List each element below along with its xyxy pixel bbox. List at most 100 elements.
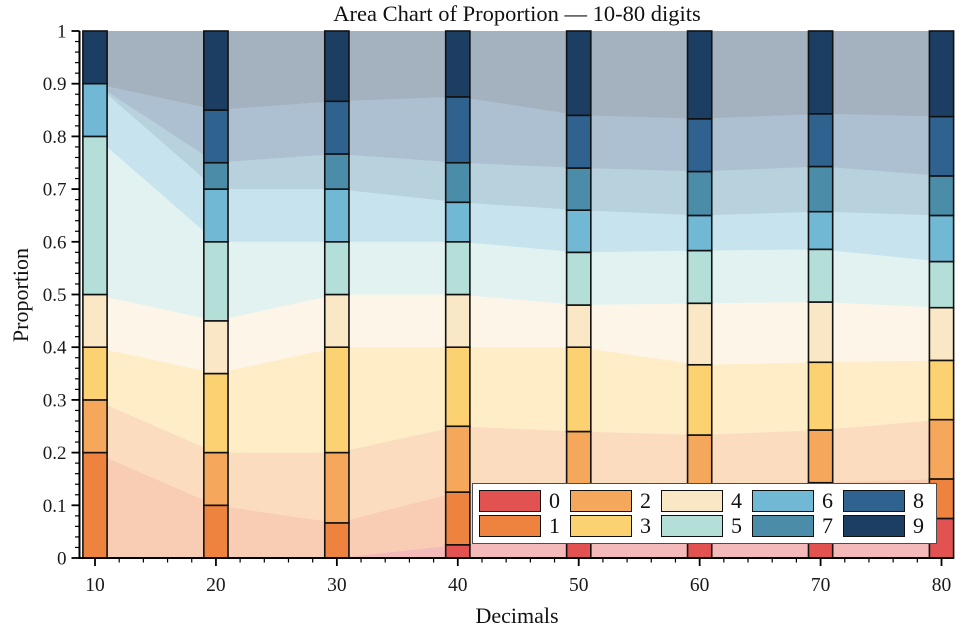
x-tick-label: 40 (448, 575, 468, 596)
bar-x50-digit-4 (565, 304, 592, 349)
legend-swatch-digit-8 (843, 489, 905, 512)
y-tick-label: 0.3 (43, 390, 67, 411)
legend-label-digit-2: 2 (640, 487, 651, 513)
bar-x20-digit-6 (203, 188, 229, 243)
y-tick-label: 0.5 (43, 285, 67, 306)
area-digit-4 (95, 294, 942, 374)
legend-item-digit-1: 1 (479, 514, 570, 540)
legend-swatch-digit-0 (479, 489, 541, 512)
legend-swatch-digit-2 (570, 489, 632, 512)
x-tick-label: 60 (690, 575, 710, 596)
bar-x70-digit-6 (807, 210, 834, 251)
legend-item-digit-8: 8 (843, 488, 934, 514)
bar-x60-digit-9 (686, 30, 713, 120)
bar-x10-digit-9 (82, 30, 108, 85)
area-digit-0 (95, 518, 942, 558)
bar-x30-digit-2 (323, 451, 350, 524)
legend-label-digit-3: 3 (640, 513, 651, 539)
bar-x50-digit-5 (565, 251, 592, 306)
legend-label-digit-0: 0 (549, 487, 560, 513)
bar-x60-digit-4 (686, 302, 713, 366)
legend-swatch-digit-5 (661, 515, 723, 538)
area-digit-8 (95, 83, 942, 176)
legend-label-digit-4: 4 (731, 487, 742, 513)
legend-swatch-digit-1 (479, 515, 541, 538)
legend-label-digit-1: 1 (549, 513, 560, 539)
bar-x10-digit-5 (82, 135, 108, 296)
legend-label-digit-8: 8 (913, 487, 924, 513)
y-tick-label: 0.1 (43, 496, 67, 517)
bar-x70-digit-7 (807, 165, 834, 213)
x-tick-label: 10 (85, 575, 105, 596)
legend-item-digit-6: 6 (752, 488, 843, 514)
legend-label-digit-9: 9 (913, 513, 924, 539)
bar-x70-digit-9 (807, 30, 834, 115)
bar-x70-digit-5 (807, 248, 834, 303)
bar-x80-digit-3 (928, 359, 955, 421)
bar-x20-digit-2 (203, 451, 229, 507)
legend-item-digit-2: 2 (570, 488, 661, 514)
legend-swatch-digit-4 (661, 489, 723, 512)
legend-item-digit-7: 7 (752, 514, 843, 540)
bar-x10-digit-4 (82, 293, 108, 349)
bar-x10-digit-6 (82, 82, 108, 138)
bar-x20-digit-4 (203, 320, 229, 375)
y-tick-label: 0.9 (43, 74, 67, 95)
bar-x20-digit-5 (203, 241, 229, 322)
bar-x10-digit-2 (82, 399, 108, 454)
bar-x50-digit-7 (565, 167, 592, 211)
bar-x20-digit-7 (203, 161, 229, 190)
y-tick-label: 0.2 (43, 443, 67, 464)
area-digit-7 (95, 83, 942, 216)
bar-x50-digit-8 (565, 114, 592, 169)
bar-x60-digit-6 (686, 214, 713, 252)
legend-item-digit-5: 5 (661, 514, 752, 540)
bar-x40-digit-5 (444, 241, 471, 296)
bar-x40-digit-4 (444, 293, 471, 349)
bar-x10-digit-3 (82, 346, 108, 401)
bar-x60-digit-5 (686, 249, 713, 305)
bar-x80-digit-5 (928, 260, 955, 309)
x-tick-label: 30 (327, 575, 347, 596)
bar-x30-digit-3 (323, 346, 350, 454)
bar-x40-digit-7 (444, 161, 471, 204)
legend-item-digit-0: 0 (479, 488, 570, 514)
areas-layer (95, 31, 942, 558)
bar-x40-digit-1 (444, 491, 471, 546)
bar-x30-digit-1 (323, 522, 350, 559)
legend-label-digit-6: 6 (822, 487, 833, 513)
y-tick-label: 0.7 (43, 180, 67, 201)
legend-label-digit-5: 5 (731, 513, 742, 539)
bar-x80-digit-2 (928, 418, 955, 480)
x-tick-label: 80 (932, 575, 952, 596)
y-tick-label: 0 (57, 549, 67, 570)
bar-x20-digit-8 (203, 109, 229, 164)
bar-x80-digit-6 (928, 214, 955, 263)
bar-x40-digit-2 (444, 425, 471, 493)
area-digit-9 (95, 31, 942, 119)
bar-x50-digit-3 (565, 346, 592, 433)
y-tick-label: 1 (57, 22, 67, 43)
bar-x80-digit-4 (928, 306, 955, 362)
bar-x30-digit-9 (323, 30, 350, 103)
bar-x40-digit-3 (444, 346, 471, 428)
area-digit-3 (95, 347, 942, 453)
legend-swatch-digit-6 (752, 489, 814, 512)
bar-x50-digit-9 (565, 30, 592, 117)
legend-item-digit-9: 9 (843, 514, 934, 540)
bar-x60-digit-2 (686, 434, 713, 489)
bar-x50-digit-6 (565, 209, 592, 254)
bar-x80-digit-7 (928, 175, 955, 217)
bar-x80-digit-9 (928, 30, 955, 118)
bar-x20-digit-3 (203, 372, 229, 454)
bar-x60-digit-7 (686, 170, 713, 217)
bar-x30-digit-6 (323, 188, 350, 243)
legend-item-digit-3: 3 (570, 514, 661, 540)
bar-x20-digit-1 (203, 504, 229, 559)
bar-x40-digit-9 (444, 30, 471, 98)
bar-x60-digit-3 (686, 363, 713, 436)
y-tick-label: 0.8 (43, 127, 67, 148)
area-digit-2 (95, 399, 942, 523)
x-tick-label: 50 (569, 575, 589, 596)
